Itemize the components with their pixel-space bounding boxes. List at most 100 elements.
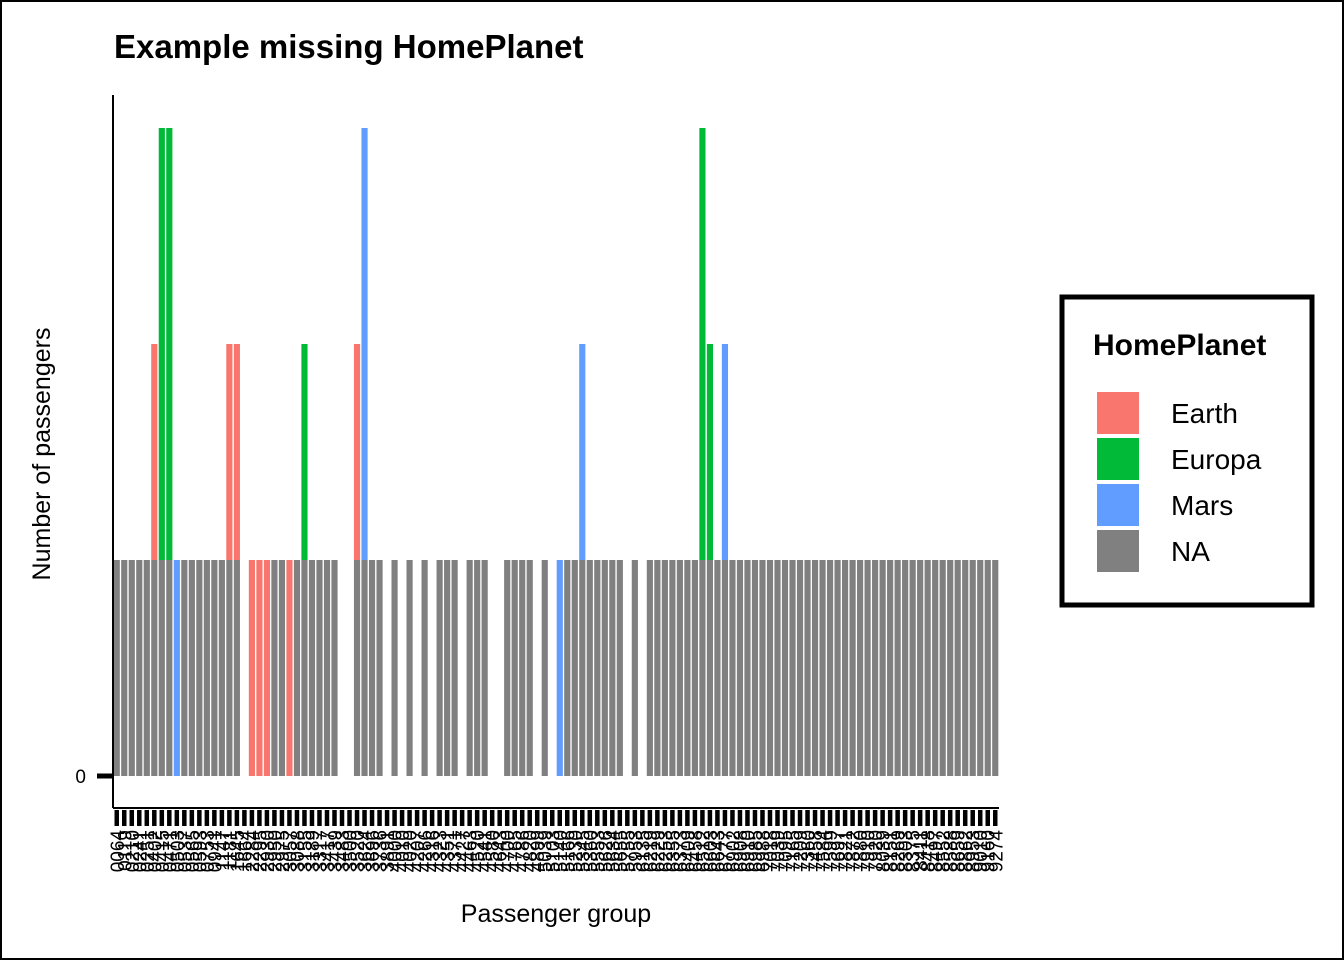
bar-1645-earth (233, 344, 240, 560)
bar-6253-na (661, 560, 668, 776)
bar-8552-na (939, 560, 946, 776)
bar-5140-mars (556, 560, 563, 776)
bar-1181-earth (226, 344, 233, 560)
bar-5166-na (564, 560, 571, 776)
x-tick-label-3500: 3500 (341, 830, 362, 872)
x-tick-label-3483: 3483 (333, 830, 354, 872)
x-tick-label-6512: 6512 (693, 830, 714, 872)
x-tick-label-5755: 5755 (618, 830, 639, 872)
bar-6985-na (751, 560, 759, 776)
x-tick-label-0241: 0241 (130, 830, 151, 872)
bar-6512-na (699, 560, 706, 776)
x-tick-label-2930: 2930 (258, 830, 279, 872)
bar-8375-na (909, 560, 916, 776)
legend-label-na: NA (1171, 536, 1210, 567)
x-tick-label-8497: 8497 (926, 830, 947, 872)
x-tick-label-5230: 5230 (566, 830, 587, 872)
x-tick-label-7872: 7872 (844, 830, 865, 872)
x-tick-label-3891: 3891 (378, 830, 399, 872)
bar-7910-na (864, 560, 871, 776)
x-tick-label-0565: 0565 (183, 830, 204, 872)
bar-3439-na (331, 560, 338, 776)
bar-3417-na (323, 560, 331, 776)
bar-0471-na (166, 560, 173, 776)
bar-1181-na (226, 560, 233, 776)
x-tick-label-0941: 0941 (205, 830, 226, 872)
bar-4463-na (466, 560, 473, 776)
bar-2284-earth (248, 560, 255, 776)
x-tick-label-7360: 7360 (799, 830, 820, 872)
bar-1147-na (218, 560, 225, 776)
x-tick-label-3088: 3088 (288, 830, 309, 872)
bar-6409-na (684, 560, 691, 776)
bar-3696-na (368, 560, 376, 776)
x-tick-label-9010: 9010 (971, 830, 992, 872)
bar-3088-na (293, 560, 301, 776)
bar-8303-na (902, 560, 909, 776)
legend-swatch-na (1097, 530, 1139, 572)
x-tick-label-3696: 3696 (363, 830, 384, 872)
bar-0119-na (121, 560, 128, 776)
x-tick-label-6643: 6643 (708, 830, 729, 872)
bar-4786-na (519, 560, 526, 776)
legend-title: HomePlanet (1093, 329, 1266, 362)
x-tick-label-6777: 6777 (716, 830, 737, 872)
x-tick-label-7920: 7920 (866, 830, 887, 872)
bar-5553-na (594, 560, 601, 776)
x-tick-label-0251: 0251 (138, 830, 159, 872)
bar-7360-na (804, 560, 811, 776)
bar-2930-earth (263, 560, 271, 776)
bar-0593-na (196, 560, 203, 776)
bar-4520-na (474, 560, 481, 776)
x-tick-label-6988: 6988 (753, 830, 774, 872)
bar-7584-na (819, 560, 826, 776)
x-tick-label-1645: 1645 (228, 830, 249, 872)
x-tick-label-1147: 1147 (213, 830, 234, 871)
x-tick-label-6253: 6253 (656, 830, 677, 872)
bar-7920-na (872, 560, 879, 776)
bar-5626-na (601, 560, 608, 776)
bar-2950-na (271, 560, 278, 776)
legend-label-mars: Mars (1171, 490, 1233, 521)
bar-6988-na (759, 560, 766, 776)
bar-0471-europa (166, 128, 173, 560)
x-tick-label-0471: 0471 (160, 830, 181, 872)
x-tick-label-6229: 6229 (648, 830, 669, 872)
x-tick-label-3317: 3317 (310, 830, 331, 872)
x-tick-label-6458: 6458 (686, 830, 707, 872)
x-tick-label-4010: 4010 (393, 830, 414, 872)
bar-6512-europa (699, 128, 706, 560)
x-tick-label-4316: 4316 (423, 830, 444, 872)
y-axis-title: Number of passengers (28, 328, 56, 581)
bar-5953-na (631, 560, 638, 776)
x-tick-label-8588: 8588 (941, 830, 962, 872)
x-tick-label-8269: 8269 (889, 830, 910, 872)
x-tick-label-3189: 3189 (303, 830, 324, 872)
x-tick-label-6219: 6219 (641, 830, 662, 872)
x-tick-label-4520: 4520 (468, 830, 489, 872)
bar-7458-na (811, 560, 819, 776)
x-tick-label-4700: 4700 (498, 830, 519, 872)
bar-6908-na (736, 560, 744, 776)
x-tick-label-3624: 3624 (356, 830, 377, 873)
bar-6229-na (654, 560, 661, 776)
x-tick-label-7697: 7697 (829, 830, 850, 872)
x-tick-label-3417: 3417 (318, 830, 339, 872)
x-tick-label-7095: 7095 (776, 830, 797, 872)
bar-7039-na (774, 560, 781, 776)
bar-8953-na (969, 560, 976, 776)
bar-8411-na (917, 560, 924, 776)
bar-6643-na (714, 560, 721, 776)
x-tick-label-6355: 6355 (663, 830, 684, 872)
x-tick-label-5655: 5655 (611, 830, 632, 872)
bar-8269-na (894, 560, 901, 776)
x-tick-label-0593: 0593 (190, 830, 211, 872)
legend-swatch-earth (1097, 392, 1139, 434)
bar-6603-europa (706, 344, 714, 560)
x-tick-label-6902: 6902 (723, 830, 744, 872)
bar-6355-na (669, 560, 676, 776)
x-tick-label-6603: 6603 (701, 830, 722, 872)
x-tick-label-4786: 4786 (513, 830, 534, 872)
